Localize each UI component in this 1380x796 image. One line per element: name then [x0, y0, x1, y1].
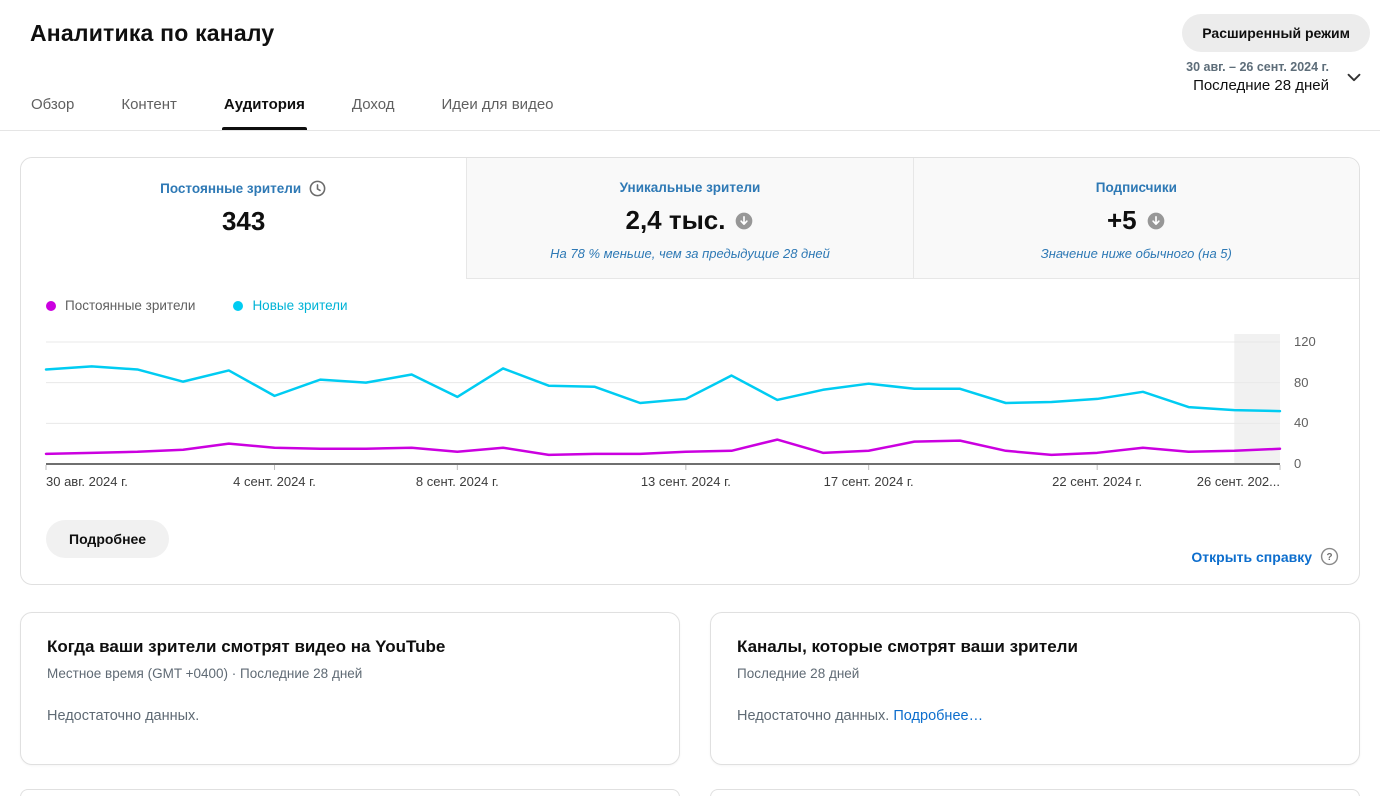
learn-more-link[interactable]: Подробнее…: [893, 708, 984, 724]
y-axis-label: 40: [1294, 415, 1309, 431]
chevron-down-icon: [1347, 73, 1361, 82]
svg-text:?: ?: [1326, 552, 1332, 563]
advanced-mode-button[interactable]: Расширенный режим: [1182, 14, 1370, 52]
date-preset-value: Последние 28 дней: [1193, 77, 1329, 94]
card-status-text: Недостаточно данных.: [737, 708, 890, 724]
card-title: Когда ваши зрители смотрят видео на YouT…: [47, 637, 446, 656]
arrow-down-circle-icon: [1147, 212, 1164, 229]
clock-icon: [309, 180, 326, 197]
metric-tab-unique-viewers[interactable]: Уникальные зрители 2,4 тыс. На 78 % мень…: [466, 158, 913, 279]
arrow-down-circle-icon: [736, 212, 753, 229]
x-axis-label: 13 сент. 2024 г.: [640, 474, 731, 489]
card-when-viewers-watch: Когда ваши зрители смотрят видео на YouT…: [20, 612, 680, 765]
y-axis-label: 0: [1294, 456, 1302, 471]
next-card-top-right: [710, 789, 1360, 796]
card-title: Каналы, которые смотрят ваши зрители: [737, 637, 1078, 656]
y-axis: 0 40 80 120: [1294, 329, 1344, 471]
tab-video-ideas[interactable]: Идеи для видео: [441, 96, 554, 113]
header: Аналитика по каналу Расширенный режим Об…: [0, 0, 1380, 131]
legend-dot: [46, 300, 56, 311]
metric-value: 343: [221, 206, 266, 236]
tab-overview[interactable]: Обзор: [31, 96, 75, 113]
card-subtitle: Местное время (GMT +0400) · Последние 28…: [47, 666, 363, 681]
legend-item: Новые зрители: [233, 298, 348, 313]
metric-label: Уникальные зрители: [619, 180, 761, 195]
x-axis-label: 8 сент. 2024 г.: [415, 474, 499, 489]
x-axis: 30 авг. 2024 г. 4 сент. 2024 г. 8 сент. 20…: [46, 474, 1280, 492]
metric-tab-subscribers[interactable]: Подписчики +5 Значение ниже обычного (на…: [912, 158, 1359, 279]
chart-canvas: [44, 334, 1282, 470]
metric-label: Постоянные зрители: [160, 181, 302, 196]
tab-content[interactable]: Контент: [121, 96, 177, 113]
card-channels-viewers-watch: Каналы, которые смотрят ваши зрители Пос…: [710, 612, 1360, 765]
help-circle-icon: ?: [1320, 547, 1339, 566]
tab-revenue[interactable]: Доход: [351, 96, 395, 113]
metric-label: Подписчики: [1095, 180, 1177, 195]
tab-audience[interactable]: Аудитория: [221, 86, 307, 130]
metric-tab-returning-viewers[interactable]: Постоянные зрители 343: [21, 158, 467, 279]
page-title: Аналитика по каналу: [30, 20, 275, 46]
viewers-line-chart: 0 40 80 120: [44, 329, 1316, 471]
details-button[interactable]: Подробнее: [46, 520, 170, 558]
card-status-text: Недостаточно данных.: [47, 708, 200, 724]
legend-label: Постоянные зрители: [65, 298, 196, 313]
x-axis-label: 30 авг. 2024 г.: [46, 474, 128, 489]
x-axis-label: 22 сент. 2024 г.: [1052, 474, 1143, 489]
open-help-link[interactable]: Открыть справку ?: [1191, 547, 1339, 566]
next-card-top-left: [20, 789, 680, 796]
y-axis-label: 120: [1294, 334, 1316, 349]
metric-subtext: Значение ниже обычного (на 5): [1040, 246, 1232, 261]
legend-item: Постоянные зрители: [46, 298, 195, 313]
y-axis-label: 80: [1294, 374, 1309, 390]
date-range-picker[interactable]: 30 авг. – 26 сент. 2024 г. Последние 28 …: [1186, 60, 1365, 94]
x-axis-label: 4 сент. 2024 г.: [233, 474, 316, 489]
legend-label: Новые зрители: [252, 298, 348, 313]
analytics-tabs: Обзор Контент Аудитория Доход Идеи для в…: [30, 86, 555, 130]
x-axis-label: 26 сент. 202...: [1196, 474, 1280, 489]
audience-analytics-card: Постоянные зрители 343 Уникальные зрител…: [20, 157, 1360, 585]
open-help-label: Открыть справку: [1191, 548, 1312, 565]
card-subtitle: Последние 28 дней: [737, 666, 860, 681]
date-range-value: 30 авг. – 26 сент. 2024 г.: [1186, 60, 1329, 74]
date-range-text: 30 авг. – 26 сент. 2024 г. Последние 28 …: [1186, 60, 1329, 94]
metric-value: 2,4 тыс.: [625, 205, 726, 235]
metric-tabs: Постоянные зрители 343 Уникальные зрител…: [21, 158, 1359, 279]
chart-legend: Постоянные зрители Новые зрители: [46, 298, 348, 313]
legend-dot: [233, 300, 244, 311]
x-axis-label: 17 сент. 2024 г.: [823, 474, 914, 489]
metric-value: +5: [1106, 205, 1137, 235]
metric-subtext: На 78 % меньше, чем за предыдущие 28 дне…: [550, 246, 830, 261]
